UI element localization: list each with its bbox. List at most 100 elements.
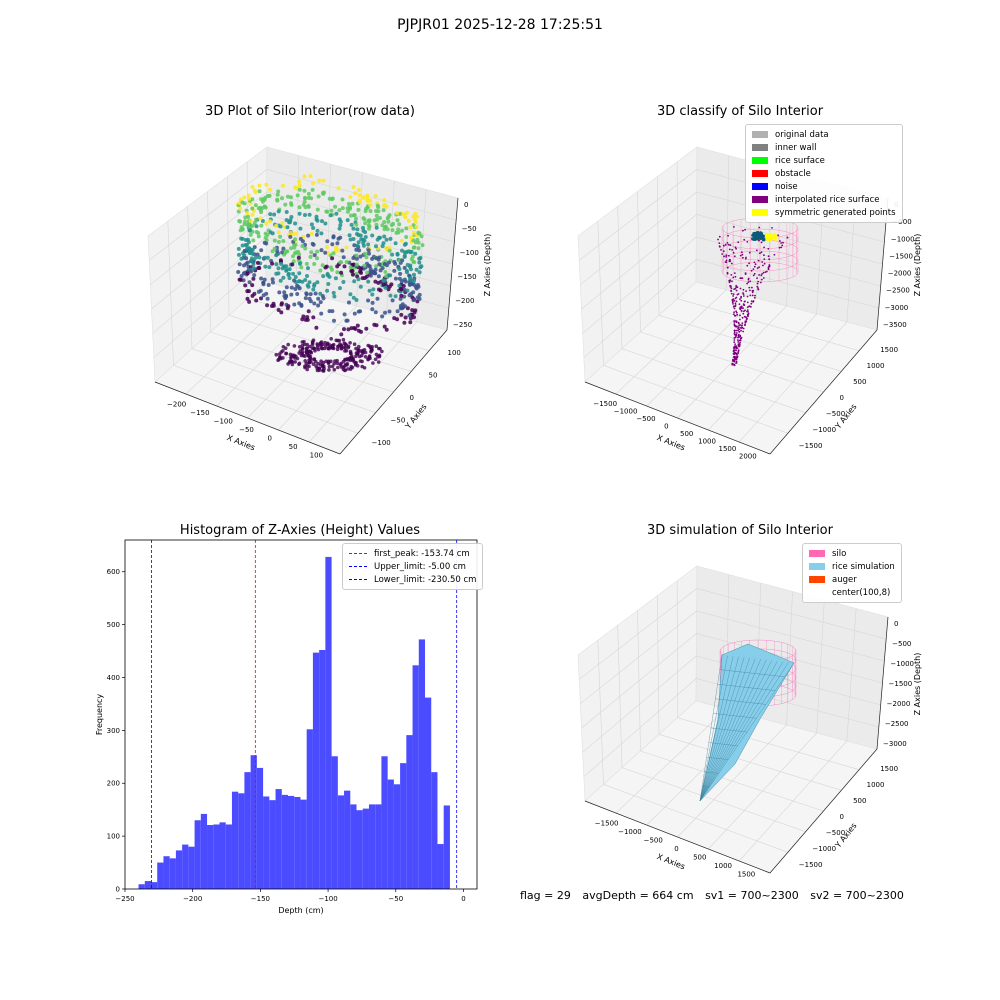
raw-point — [363, 355, 368, 359]
raw-point — [246, 240, 251, 245]
raw-point — [352, 342, 357, 347]
cls-z-tick-label: −3500 — [883, 321, 907, 329]
raw-point — [305, 367, 310, 372]
cls-interpolated-point — [768, 265, 770, 268]
sim-rice-mesh-line — [704, 771, 719, 774]
raw-point — [236, 209, 241, 214]
raw-point — [247, 228, 252, 233]
histogram-bar — [375, 804, 382, 889]
histogram-bars — [138, 556, 450, 889]
raw-point — [274, 253, 279, 258]
raw-point — [380, 349, 384, 354]
raw-point — [358, 200, 363, 205]
raw-point — [306, 233, 311, 238]
cls-interpolated-point — [734, 336, 737, 339]
raw-point — [384, 237, 389, 242]
histogram-x-tick-label: −100 — [318, 895, 337, 903]
legend-entry: interpolated rice surface — [752, 193, 896, 206]
cls-interpolated-point — [717, 238, 719, 241]
cls-interpolated-point — [728, 281, 731, 284]
legend-label: Lower_limit: -230.50 cm — [374, 574, 477, 585]
raw-point — [263, 264, 268, 269]
raw-point — [310, 341, 315, 345]
cls-interpolated-point — [752, 289, 755, 292]
cls-interpolated-point — [778, 246, 781, 249]
raw-point — [373, 357, 378, 362]
histogram-y-tick-label: 500 — [107, 621, 120, 629]
raw-point — [237, 252, 241, 257]
raw-point — [352, 243, 357, 248]
raw-point — [298, 226, 303, 231]
raw-point — [334, 245, 339, 250]
raw-point — [260, 206, 264, 211]
raw-point — [250, 223, 255, 228]
raw-point — [303, 296, 308, 301]
cls-interpolated-point — [735, 329, 738, 332]
cls-interpolated-point — [735, 286, 738, 289]
legend-label: noise — [775, 181, 798, 192]
raw-point — [363, 251, 368, 256]
cls-interpolated-point — [734, 325, 736, 327]
raw-point — [281, 275, 286, 280]
raw-point — [258, 216, 263, 221]
raw-point — [341, 255, 346, 260]
raw-point — [412, 282, 417, 287]
avg-depth-text: avgDepth = 664 cm — [582, 889, 694, 902]
cls-interpolated-point — [744, 300, 746, 303]
raw-point — [304, 291, 309, 296]
raw-point — [306, 309, 311, 314]
raw-point — [316, 347, 321, 352]
raw-point — [413, 211, 418, 216]
legend-entry: rice simulation — [809, 560, 895, 573]
cls-interpolated-point — [753, 296, 756, 299]
raw-point — [373, 310, 378, 315]
cls-interpolated-point — [751, 294, 754, 297]
cls-interpolated-point — [733, 356, 736, 359]
raw-point — [374, 264, 379, 269]
raw-point — [351, 213, 356, 218]
raw-point — [286, 194, 290, 199]
raw-point — [374, 225, 379, 230]
raw-point — [382, 324, 387, 329]
raw-point — [307, 280, 312, 285]
histogram-x-tick-label: −150 — [251, 895, 270, 903]
raw-point — [385, 227, 390, 232]
raw-point — [284, 285, 289, 290]
sim-y-tick-label: −1500 — [799, 861, 823, 869]
cls-noise-point — [756, 233, 760, 237]
raw-point — [411, 245, 416, 250]
cls-interpolated-point — [761, 273, 763, 275]
raw-point — [336, 338, 340, 343]
raw-point — [331, 251, 336, 256]
cls-interpolated-point — [732, 300, 734, 303]
raw-point — [245, 246, 249, 251]
raw-point — [367, 251, 371, 256]
raw-point — [411, 298, 416, 303]
raw-point — [375, 296, 380, 301]
cls-interpolated-point — [739, 335, 742, 338]
raw-point — [274, 223, 279, 228]
raw-point — [335, 264, 340, 269]
raw-point — [246, 193, 251, 198]
raw-point — [283, 202, 288, 207]
raw-point — [412, 310, 417, 315]
raw-point — [314, 325, 319, 330]
raw-point — [321, 274, 326, 279]
cls-grid-line — [677, 298, 860, 351]
raw-point — [238, 277, 243, 282]
raw-y-tick-label: 100 — [448, 349, 461, 357]
raw-point — [272, 238, 277, 243]
raw-point — [380, 223, 385, 228]
raw-point — [330, 242, 335, 247]
raw-point — [361, 228, 366, 233]
histogram-bar — [344, 790, 351, 889]
raw-x-tick-label: −150 — [190, 409, 209, 417]
cls-interpolated-point — [746, 295, 749, 298]
legend-entry: first_peak: -153.74 cm — [349, 547, 476, 560]
cls-interpolated-point — [733, 341, 736, 343]
raw-point — [352, 279, 357, 284]
cls-interpolated-point — [733, 272, 736, 274]
raw-point — [340, 248, 345, 253]
raw-point — [298, 236, 303, 241]
histogram-bar — [263, 796, 270, 889]
